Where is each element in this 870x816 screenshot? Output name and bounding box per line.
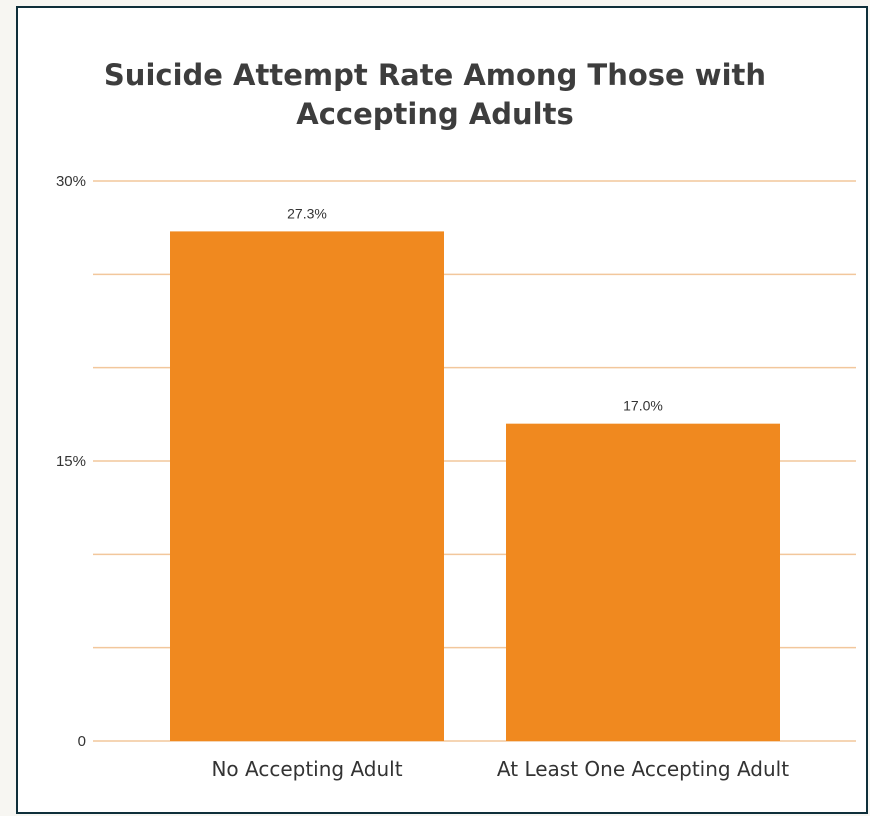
- chart-title: Suicide Attempt Rate Among Those with Ac…: [0, 56, 870, 134]
- y-tick-label: 0: [78, 733, 86, 750]
- x-tick-label: At Least One Accepting Adult: [497, 757, 789, 781]
- bar: [506, 423, 780, 741]
- chart-title-line-2: Accepting Adults: [296, 97, 574, 131]
- y-tick-label: 15%: [56, 453, 86, 470]
- x-tick-label: No Accepting Adult: [211, 757, 402, 781]
- y-tick-label: 30%: [56, 173, 86, 190]
- bar: [170, 231, 444, 741]
- data-label: 27.3%: [287, 205, 327, 221]
- chart-title-line-1: Suicide Attempt Rate Among Those with: [103, 58, 767, 92]
- data-label: 17.0%: [623, 398, 663, 414]
